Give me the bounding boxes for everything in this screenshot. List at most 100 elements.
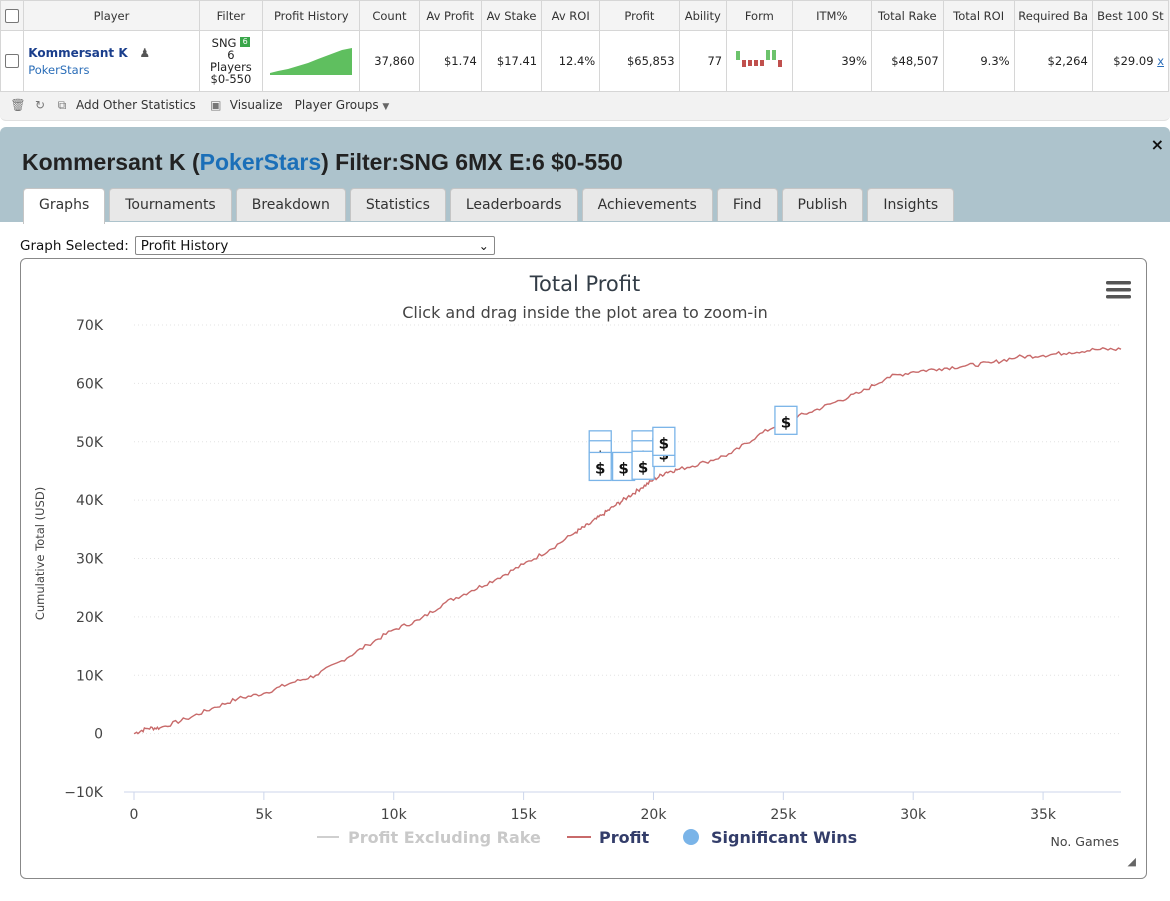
av-stake-cell: $17.41 [480,30,543,92]
close-panel-icon[interactable]: × [1150,135,1164,154]
add-other-statistics-button[interactable]: Add Other Statistics [76,98,196,112]
chevron-down-icon: ⌄ [478,239,489,253]
filter-stake-range: $0-550 [210,72,252,86]
panel-title: Kommersant K (PokerStars) Filter:SNG 6MX… [22,149,623,176]
col-header-form[interactable]: Form [726,0,793,31]
visualize-icon: ▣ [210,98,222,112]
col-header-count[interactable]: Count [359,0,420,31]
trash-icon[interactable]: 🗑 [10,98,26,112]
row-checkbox-cell[interactable] [0,30,25,92]
col-header-profit[interactable]: Profit [599,0,680,31]
y-tick-label: 20K [76,610,104,626]
x-tick-label: 0 [130,807,139,823]
panel-title-site-link[interactable]: PokerStars [199,149,322,175]
col-header-av-stake[interactable]: Av Stake [480,0,543,31]
visualize-button[interactable]: Visualize [229,98,283,112]
hamburger-menu-icon-bar-2 [1106,295,1131,299]
tab-tournaments[interactable]: Tournaments [109,188,232,221]
tab-find[interactable]: Find [716,188,778,221]
remove-row-link[interactable]: x [1157,54,1164,68]
ability-cell: 77 [678,30,728,92]
select-all-checkbox[interactable] [5,8,20,23]
y-axis-label: Cumulative Total (USD) [33,487,47,620]
av-roi-cell: 12.4% [541,30,601,92]
row-checkbox[interactable] [5,54,20,69]
player-panel-header: Kommersant K (PokerStars) Filter:SNG 6MX… [0,127,1170,224]
legend-profit-ex-rake-label: Profit Excluding Rake [348,828,541,847]
col-header-best-100[interactable]: Best 100 St [1091,0,1170,31]
tab-publish[interactable]: Publish [781,188,864,221]
filter-players-count: 6 [227,48,235,62]
player-cell: Kommersant K ♟ PokerStars [23,30,200,92]
refresh-icon[interactable]: ↻ [34,98,46,112]
player-groups-dropdown[interactable]: Player Groups ▼ [295,98,390,112]
filter-type: SNG [211,36,237,50]
panel-tabs: Graphs Tournaments Breakdown Statistics … [23,188,955,224]
caret-down-icon: ▼ [382,102,390,112]
col-header-filter[interactable]: Filter [198,0,264,31]
graph-select-row: Graph Selected: Profit History ⌄ [20,236,495,255]
panel-title-filter: ) Filter:SNG 6MX E:6 $0-550 [321,149,623,175]
significant-win-flag-label: $ [781,413,791,431]
profit-chart[interactable]: Total Profit Click and drag inside the pl… [21,259,1146,878]
filter-players-label: Players [210,60,252,74]
x-tick-label: 20k [641,807,668,823]
significant-win-flag [652,426,676,456]
significant-win-flag-label: $ [659,434,669,452]
col-header-total-rake[interactable]: Total Rake [870,0,944,31]
av-profit-cell: $1.74 [418,30,482,92]
y-tick-label: 60K [76,376,104,392]
total-roi-cell: 9.3% [942,30,1015,92]
col-header-profit-history[interactable]: Profit History [262,0,361,31]
stats-table: Player Filter Profit History Count Av Pr… [0,0,1170,92]
col-header-ability[interactable]: Ability [678,0,728,31]
x-tick-label: 15k [511,807,538,823]
player-name-link[interactable]: Kommersant K [28,45,128,60]
hamburger-menu-icon-bar-1 [1106,288,1131,292]
x-tick-label: 10k [381,807,408,823]
tab-insights[interactable]: Insights [867,188,955,221]
significant-win-flag-label: $ [595,459,605,477]
tab-graphs[interactable]: Graphs [23,188,106,224]
tab-leaderboards[interactable]: Leaderboards [449,188,578,221]
profit-history-sparkline [270,47,353,75]
chart-title: Total Profit [529,272,641,296]
panel-title-player: Kommersant K ( [22,149,200,175]
col-header-av-roi[interactable]: Av ROI [541,0,601,31]
tab-statistics[interactable]: Statistics [349,188,446,221]
col-header-required-ba[interactable]: Required Ba [1013,0,1093,31]
tab-achievements[interactable]: Achievements [581,188,713,221]
table-header-row: Player Filter Profit History Count Av Pr… [0,0,1170,31]
legend-profit-label: Profit [599,828,649,847]
tab-breakdown[interactable]: Breakdown [235,188,346,221]
profit-history-sparkline-cell[interactable] [262,30,361,92]
player-profile-icon[interactable]: ♟ [139,45,151,60]
legend-significant-wins-swatch [683,829,699,845]
stats-table-panel: Player Filter Profit History Count Av Pr… [0,0,1170,121]
graph-select-dropdown[interactable]: Profit History ⌄ [134,236,495,255]
player-site-link[interactable]: PokerStars [28,62,90,77]
hamburger-menu-icon-bar-0 [1106,281,1131,285]
col-header-player[interactable]: Player [23,0,200,31]
significant-win-flag [588,451,612,482]
graph-select-value: Profit History [140,238,229,254]
table-toolbar: 🗑 ↻ ⧉ Add Other Statistics ▣ Visualize P… [0,92,1170,118]
total-rake-cell: $48,507 [870,30,944,92]
itm-cell: 39% [791,30,872,92]
chart-container[interactable]: Total Profit Click and drag inside the pl… [20,258,1147,879]
select-all-header[interactable] [0,0,25,31]
resize-grip-icon[interactable]: ◢ [1127,855,1136,868]
y-tick-label: 70K [76,318,104,334]
table-row: Kommersant K ♟ PokerStars SNG 6 6 Player… [0,30,1170,92]
col-header-itm[interactable]: ITM% [791,0,872,31]
profit-series-line [133,347,1122,735]
form-cell [726,30,793,92]
x-tick-label: 5k [255,807,273,823]
graph-selected-label: Graph Selected: [20,237,129,254]
significant-win-flag-label: $ [618,459,628,477]
x-axis-label: No. Games [1051,834,1119,849]
x-tick-label: 35k [1030,807,1057,823]
significant-win-flag [774,405,798,435]
col-header-av-profit[interactable]: Av Profit [418,0,482,31]
col-header-total-roi[interactable]: Total ROI [942,0,1015,31]
